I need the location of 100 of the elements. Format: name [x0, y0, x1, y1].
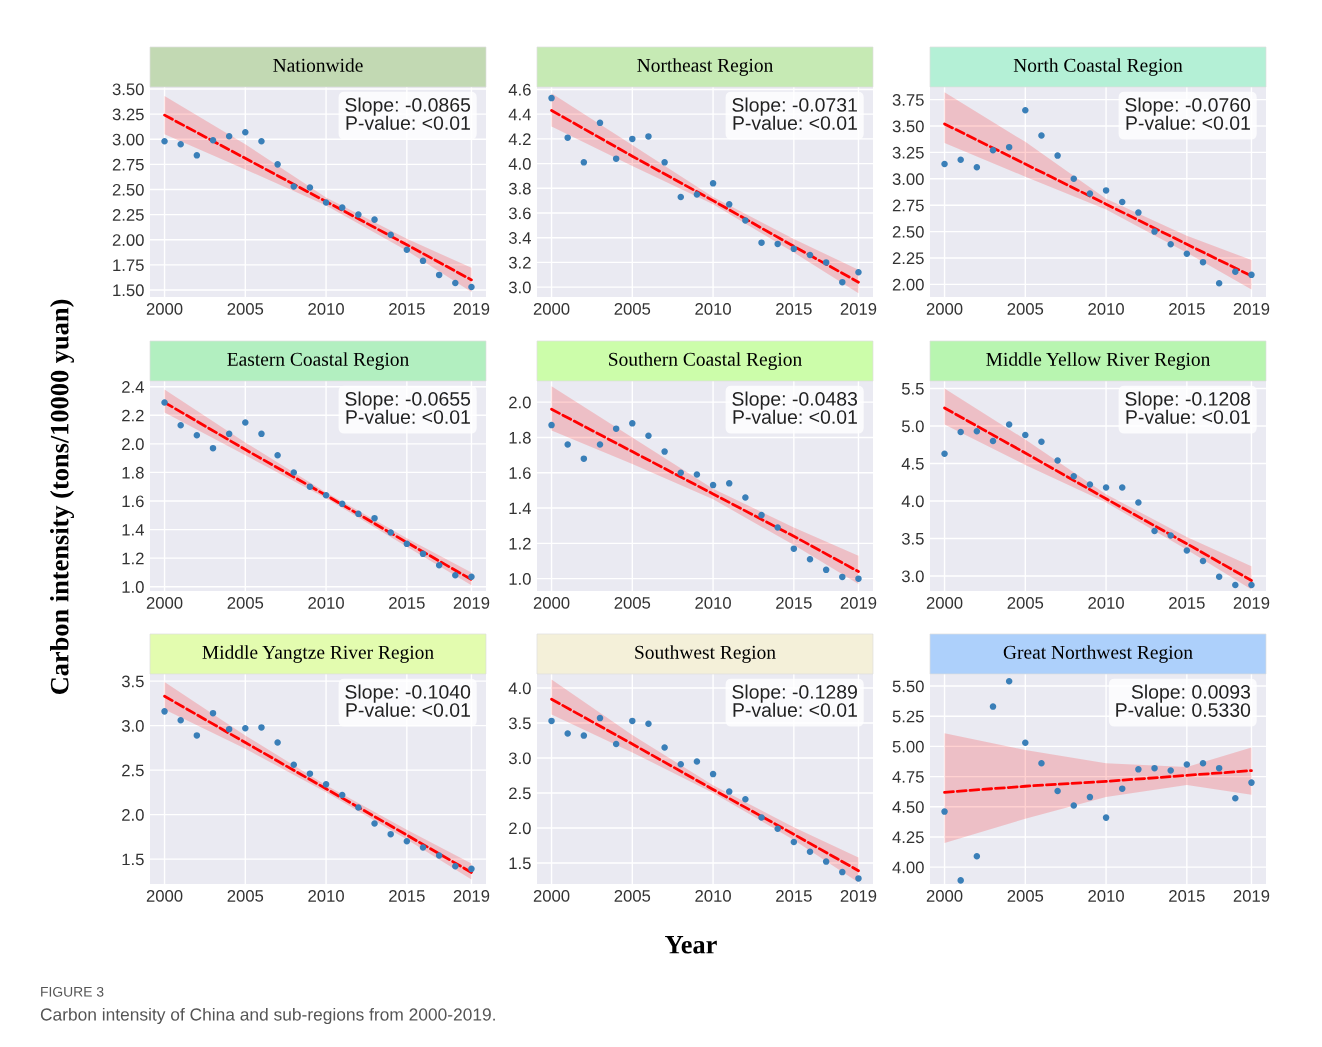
y-tick-label: 1.0 [509, 573, 531, 585]
point [957, 156, 964, 164]
x-tick-label: 2015 [776, 890, 812, 902]
point [677, 761, 685, 768]
point [1232, 268, 1239, 275]
point [1086, 793, 1094, 801]
point [693, 471, 701, 478]
point [371, 514, 378, 522]
point [387, 529, 394, 536]
x-tick-label: 2005 [614, 303, 651, 315]
point [612, 740, 620, 748]
point [725, 788, 733, 795]
y-tick-label: 3.4 [508, 232, 531, 244]
point [355, 510, 362, 518]
y-tick-label: 3.5 [508, 717, 531, 730]
text: Carbon intensity of China and sub-regions from 2000-2019. [40, 1007, 495, 1025]
x-tick-label: 2015 [389, 597, 425, 609]
point [774, 825, 781, 832]
point [1022, 106, 1029, 114]
point [612, 155, 620, 162]
point [1038, 132, 1045, 139]
x-tick-label: 2015 [776, 597, 812, 609]
point [742, 217, 749, 224]
annotation: Slope: -0.0760 P-value: <0.01 [1125, 97, 1251, 130]
point [258, 724, 265, 731]
point [452, 279, 459, 287]
point [1151, 527, 1158, 535]
x-tick-label: 2019 [840, 597, 877, 609]
point [855, 575, 862, 582]
point [1183, 250, 1191, 257]
point [661, 744, 668, 751]
point [1102, 484, 1110, 491]
point [177, 422, 184, 429]
point [677, 193, 685, 201]
y-tick-label: 1.8 [122, 466, 144, 479]
point [612, 425, 620, 432]
y-tick-label: 2.00 [112, 234, 144, 246]
point [177, 141, 184, 148]
point [973, 163, 981, 171]
y-axis-title: Carbon intensity (tons/10000 yuan) [50, 299, 74, 695]
point [941, 450, 948, 458]
point [629, 717, 636, 725]
point [564, 134, 571, 141]
y-tick-label: 4.2 [508, 133, 531, 145]
x-tick-label: 2000 [146, 597, 183, 609]
point [596, 714, 604, 722]
point [693, 191, 701, 198]
x-tick-label: 2010 [1088, 597, 1124, 609]
y-tick-label: 2.50 [892, 225, 924, 238]
x-tick-label: 2000 [533, 303, 570, 315]
point [355, 211, 362, 218]
caption: FIGURE 3 [41, 986, 104, 997]
point [758, 814, 765, 821]
x-tick-label: 2010 [308, 303, 344, 315]
y-tick-label: 5.00 [892, 740, 924, 753]
y-tick-label: 1.2 [509, 537, 531, 550]
chart-title: Southern Coastal Region [609, 352, 802, 370]
x-tick-label: 2005 [1007, 890, 1044, 902]
point [1038, 760, 1045, 767]
point [1070, 175, 1078, 183]
x-tick-label: 2010 [308, 597, 344, 609]
point [709, 481, 717, 489]
y-tick-label: 3.0 [508, 281, 531, 294]
point [822, 259, 830, 266]
y-tick-label: 2.4 [122, 381, 144, 393]
point [822, 858, 830, 865]
x-tick-label: 2019 [453, 303, 490, 315]
point [1054, 457, 1061, 464]
y-tick-label: 1.6 [509, 467, 531, 479]
y-tick-label: 3.75 [892, 94, 924, 106]
y-tick-label: 2.75 [112, 158, 144, 171]
point [1086, 190, 1094, 197]
point [452, 862, 459, 870]
y-tick-label: 3.00 [112, 133, 144, 146]
point [1038, 438, 1045, 446]
chart-title: Southwest Region [635, 645, 776, 663]
point [1183, 761, 1191, 768]
point [452, 572, 459, 579]
y-tick-label: 2.0 [509, 822, 531, 835]
x-tick-label: 2010 [695, 303, 731, 315]
point [419, 550, 427, 558]
x-tick-label: 2015 [776, 303, 812, 315]
point [1215, 573, 1223, 581]
point [973, 427, 981, 435]
point [725, 480, 733, 487]
point [548, 421, 555, 429]
point [1167, 767, 1174, 774]
point [1151, 228, 1158, 235]
point [258, 430, 265, 438]
point [371, 820, 378, 827]
point [1232, 581, 1239, 589]
point [709, 770, 717, 778]
x-tick-label: 2019 [1233, 597, 1270, 609]
point [774, 524, 781, 531]
point [322, 199, 330, 206]
point [355, 804, 362, 811]
point [435, 562, 443, 569]
x-tick-label: 2015 [389, 303, 425, 315]
y-tick-label: 4.50 [892, 801, 924, 813]
annotation: Slope: -0.1208 P-value: <0.01 [1125, 391, 1251, 424]
